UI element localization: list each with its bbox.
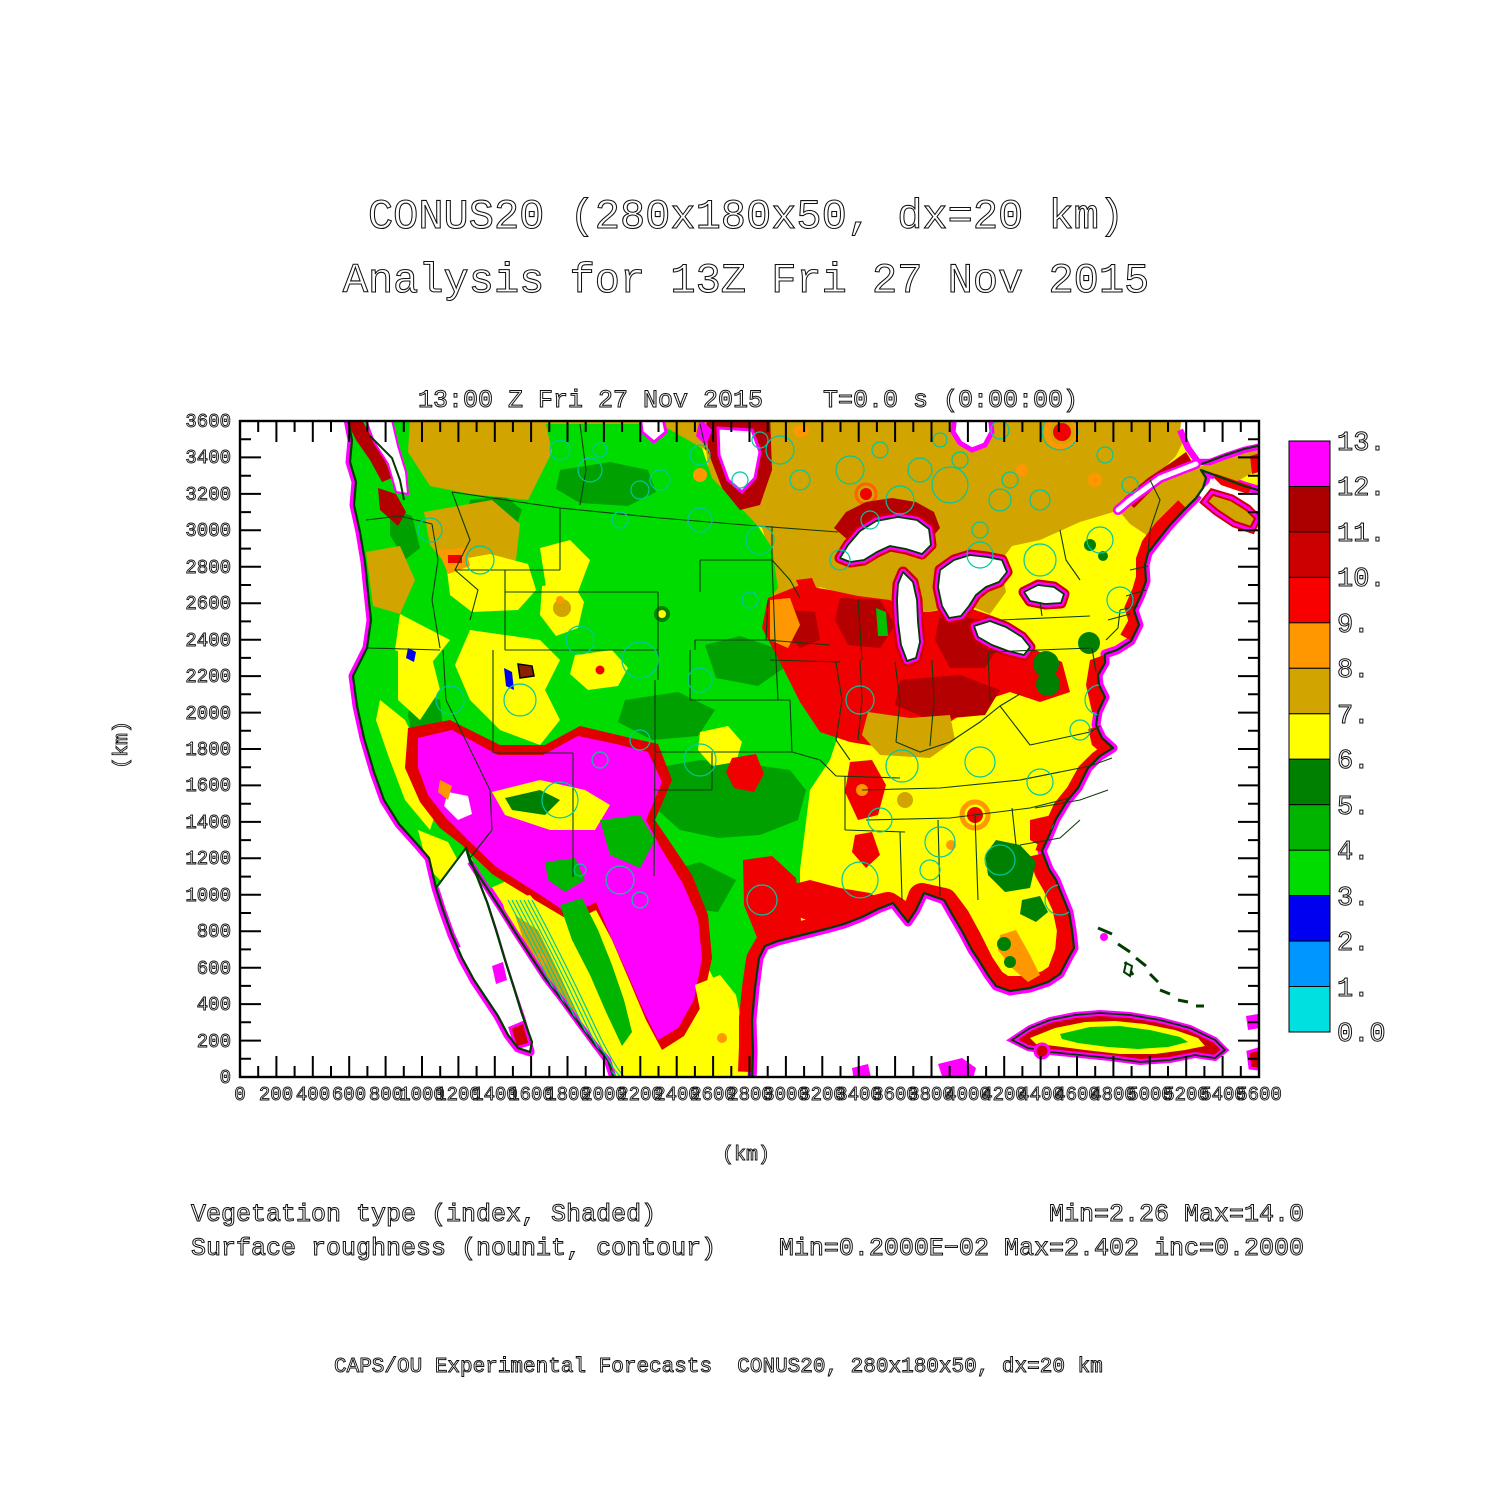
svg-text:1000: 1000 xyxy=(185,885,231,907)
svg-text:1200: 1200 xyxy=(185,848,231,870)
svg-text:3.: 3. xyxy=(1337,884,1369,914)
svg-text:800: 800 xyxy=(197,921,231,943)
svg-text:200: 200 xyxy=(259,1084,293,1106)
svg-text:CAPS/OU Experimental Forecasts: CAPS/OU Experimental Forecasts CONUS20, … xyxy=(334,1356,1103,1379)
svg-text:2200: 2200 xyxy=(617,1084,663,1106)
svg-text:Min=2.26 Max=14.0: Min=2.26 Max=14.0 xyxy=(1049,1200,1304,1229)
svg-text:5.: 5. xyxy=(1337,793,1369,823)
svg-text:2400: 2400 xyxy=(654,1084,700,1106)
svg-text:2800: 2800 xyxy=(185,557,231,579)
svg-text:(km): (km) xyxy=(722,1144,770,1167)
svg-text:2.: 2. xyxy=(1337,929,1369,959)
svg-text:13.: 13. xyxy=(1337,429,1386,459)
svg-text:400: 400 xyxy=(296,1084,330,1106)
svg-text:7.: 7. xyxy=(1337,702,1369,732)
svg-text:1.: 1. xyxy=(1337,975,1369,1005)
svg-text:1000: 1000 xyxy=(399,1084,445,1106)
svg-text:(km): (km) xyxy=(111,721,134,769)
svg-text:6.: 6. xyxy=(1337,747,1369,777)
svg-text:0: 0 xyxy=(220,1067,231,1089)
svg-text:3200: 3200 xyxy=(799,1084,845,1106)
svg-text:Min=0.2000E−02 Max=2.402 inc=0: Min=0.2000E−02 Max=2.402 inc=0.2000 xyxy=(779,1234,1304,1263)
svg-text:3000: 3000 xyxy=(763,1084,809,1106)
svg-text:3200: 3200 xyxy=(185,484,231,506)
svg-text:4600: 4600 xyxy=(1054,1084,1100,1106)
svg-text:400: 400 xyxy=(197,994,231,1016)
svg-text:13:00 Z Fri 27 Nov 2015 T=0: 13:00 Z Fri 27 Nov 2015 T=0.0 s (0:00:00… xyxy=(418,386,1078,415)
svg-text:2000: 2000 xyxy=(185,703,231,725)
svg-text:4.: 4. xyxy=(1337,838,1369,868)
svg-text:8.: 8. xyxy=(1337,656,1369,686)
svg-text:3400: 3400 xyxy=(185,447,231,469)
svg-text:2200: 2200 xyxy=(185,666,231,688)
svg-text:3600: 3600 xyxy=(185,411,231,433)
svg-text:CONUS20 (280x180x50, dx=20 km): CONUS20 (280x180x50, dx=20 km) xyxy=(368,193,1124,241)
svg-text:Surface roughness (nounit, con: Surface roughness (nounit, contour) xyxy=(191,1234,716,1263)
svg-text:2000: 2000 xyxy=(581,1084,627,1106)
svg-text:3400: 3400 xyxy=(836,1084,882,1106)
svg-text:Vegetation type (index, Shaded: Vegetation type (index, Shaded) xyxy=(191,1200,656,1229)
svg-text:2800: 2800 xyxy=(727,1084,773,1106)
svg-text:9.: 9. xyxy=(1337,611,1369,641)
svg-text:5000: 5000 xyxy=(1127,1084,1173,1106)
svg-text:5600: 5600 xyxy=(1236,1084,1282,1106)
svg-text:4000: 4000 xyxy=(945,1084,991,1106)
svg-text:0: 0 xyxy=(234,1084,245,1106)
svg-text:4800: 4800 xyxy=(1090,1084,1136,1106)
svg-text:1200: 1200 xyxy=(435,1084,481,1106)
svg-text:800: 800 xyxy=(369,1084,403,1106)
svg-text:0.0: 0.0 xyxy=(1337,1020,1386,1050)
svg-text:11.: 11. xyxy=(1337,520,1386,550)
svg-text:2600: 2600 xyxy=(185,593,231,615)
svg-text:1400: 1400 xyxy=(472,1084,518,1106)
svg-text:4400: 4400 xyxy=(1018,1084,1064,1106)
svg-text:5200: 5200 xyxy=(1163,1084,1209,1106)
svg-text:2600: 2600 xyxy=(690,1084,736,1106)
svg-text:200: 200 xyxy=(197,1031,231,1053)
svg-text:600: 600 xyxy=(197,958,231,980)
svg-text:1800: 1800 xyxy=(545,1084,591,1106)
svg-text:4200: 4200 xyxy=(981,1084,1027,1106)
svg-text:1800: 1800 xyxy=(185,739,231,761)
svg-text:1600: 1600 xyxy=(508,1084,554,1106)
svg-text:3800: 3800 xyxy=(908,1084,954,1106)
svg-text:3600: 3600 xyxy=(872,1084,918,1106)
svg-text:2400: 2400 xyxy=(185,630,231,652)
svg-text:5400: 5400 xyxy=(1200,1084,1246,1106)
svg-text:Analysis for 13Z Fri 27 Nov 20: Analysis for 13Z Fri 27 Nov 2015 xyxy=(343,257,1150,305)
svg-text:1600: 1600 xyxy=(185,775,231,797)
svg-text:3000: 3000 xyxy=(185,520,231,542)
svg-text:12.: 12. xyxy=(1337,474,1386,504)
svg-text:10.: 10. xyxy=(1337,565,1386,595)
svg-text:1400: 1400 xyxy=(185,812,231,834)
svg-text:600: 600 xyxy=(332,1084,366,1106)
